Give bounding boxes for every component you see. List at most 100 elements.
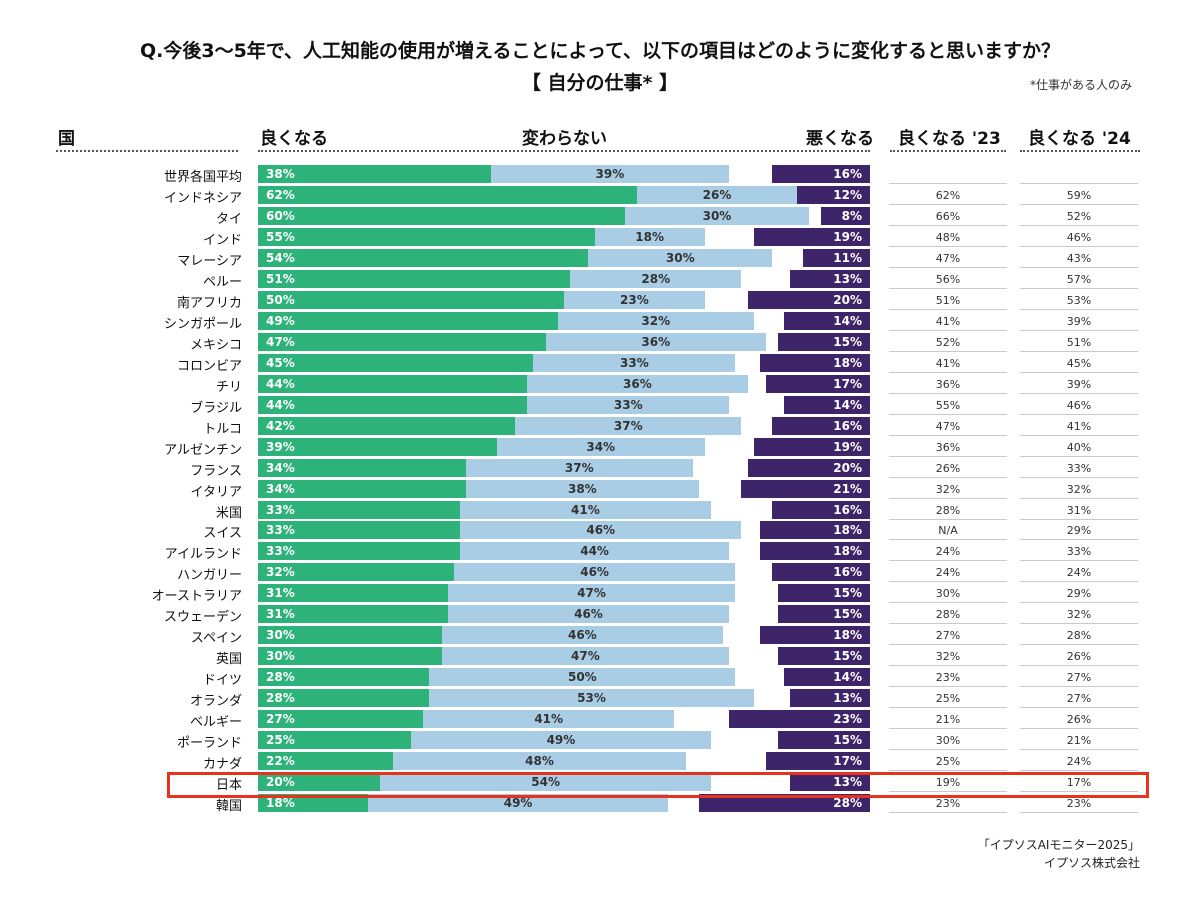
country-label: 南アフリカ bbox=[176, 295, 242, 311]
divider bbox=[258, 150, 870, 152]
better24-cell: 31% bbox=[1020, 499, 1138, 520]
bar-same bbox=[423, 710, 675, 729]
better24-cell: 57% bbox=[1020, 268, 1138, 289]
bar-worse bbox=[747, 290, 870, 309]
label-worse: 18% bbox=[833, 523, 862, 538]
better24-cell: 39% bbox=[1020, 373, 1138, 394]
better24-cell: 59% bbox=[1020, 184, 1138, 205]
bar-same bbox=[459, 500, 711, 519]
label-same: 37% bbox=[564, 460, 594, 475]
bar-same bbox=[368, 794, 669, 813]
label-same: 26% bbox=[702, 187, 732, 202]
bar-better bbox=[258, 794, 369, 813]
label-better: 22% bbox=[266, 754, 295, 769]
label-worse: 19% bbox=[833, 229, 862, 244]
label-same: 36% bbox=[641, 334, 671, 349]
bar-better bbox=[258, 584, 448, 603]
label-same: 49% bbox=[546, 733, 576, 748]
bar-worse bbox=[821, 206, 870, 225]
header-better: 良くなる bbox=[260, 129, 328, 149]
better23-cell: 55% bbox=[889, 394, 1007, 415]
label-worse: 14% bbox=[833, 313, 862, 328]
label-worse: 16% bbox=[833, 502, 862, 517]
bar-better bbox=[258, 647, 442, 666]
bar-worse bbox=[753, 227, 870, 246]
bar-worse bbox=[790, 269, 870, 288]
bar-same bbox=[453, 563, 736, 582]
label-worse: 16% bbox=[833, 167, 862, 181]
label-better: 34% bbox=[266, 481, 295, 496]
bar-better bbox=[258, 605, 448, 624]
label-better: 38% bbox=[266, 167, 295, 181]
country-label: アイルランド bbox=[164, 547, 242, 563]
label-same: 41% bbox=[571, 502, 600, 517]
label-same: 46% bbox=[580, 565, 609, 580]
label-better: 33% bbox=[266, 523, 295, 538]
label-better: 49% bbox=[266, 313, 295, 328]
label-same: 53% bbox=[577, 691, 606, 706]
bar-better bbox=[258, 521, 460, 540]
bar-worse bbox=[778, 605, 870, 624]
label-worse: 20% bbox=[833, 460, 862, 475]
bar-better bbox=[258, 668, 430, 687]
label-same: 46% bbox=[574, 607, 603, 622]
header-worse: 悪くなる bbox=[806, 129, 874, 149]
better23-cell: 25% bbox=[889, 750, 1007, 772]
better23-cell: 23% bbox=[889, 792, 1007, 814]
better23-cell: 30% bbox=[889, 729, 1007, 751]
better24-cell: 17% bbox=[1020, 771, 1138, 793]
header-better24: 良くなる '24 bbox=[1028, 129, 1131, 149]
bar-same bbox=[527, 395, 730, 414]
bar-better bbox=[258, 626, 442, 645]
bar-better bbox=[258, 185, 638, 204]
better23-cell: 30% bbox=[889, 582, 1007, 604]
label-same: 34% bbox=[586, 439, 616, 454]
better24-cell: 43% bbox=[1020, 247, 1138, 268]
better23-cell: 28% bbox=[889, 499, 1007, 520]
bar-better bbox=[258, 479, 467, 498]
better24-cell: 46% bbox=[1020, 394, 1138, 415]
label-better: 47% bbox=[266, 334, 295, 349]
label-worse: 15% bbox=[833, 733, 862, 748]
better24-cell: 39% bbox=[1020, 310, 1138, 331]
divider bbox=[1020, 150, 1140, 152]
label-same: 28% bbox=[641, 271, 671, 286]
better23-cell: 47% bbox=[889, 247, 1007, 268]
better23-cell: 32% bbox=[889, 645, 1007, 667]
label-better: 25% bbox=[266, 733, 295, 748]
country-label: シンガポール bbox=[163, 316, 242, 332]
country-label: 世界各国平均 bbox=[163, 170, 242, 185]
label-worse: 16% bbox=[833, 565, 862, 580]
label-worse: 14% bbox=[833, 670, 862, 685]
label-better: 33% bbox=[266, 544, 295, 559]
label-same: 48% bbox=[525, 754, 554, 769]
better24-cell: 40% bbox=[1020, 436, 1138, 457]
country-label: タイ bbox=[215, 211, 242, 227]
label-better: 42% bbox=[266, 418, 295, 433]
country-label: オーストラリア bbox=[151, 589, 242, 605]
label-worse: 15% bbox=[833, 607, 862, 622]
bar-better bbox=[258, 563, 454, 582]
label-better: 33% bbox=[266, 502, 295, 517]
better23-cell: 27% bbox=[889, 624, 1007, 646]
label-same: 44% bbox=[580, 544, 609, 559]
better24-cell: 27% bbox=[1020, 666, 1138, 688]
better24-cell: 41% bbox=[1020, 415, 1138, 436]
bar-worse bbox=[759, 521, 870, 540]
bar-better bbox=[258, 227, 595, 246]
label-worse: 13% bbox=[833, 691, 862, 706]
label-worse: 16% bbox=[833, 418, 862, 433]
better24-cell: 45% bbox=[1020, 352, 1138, 373]
label-better: 20% bbox=[266, 775, 295, 790]
better24-cell: 46% bbox=[1020, 226, 1138, 247]
better24-cell: 28% bbox=[1020, 624, 1138, 646]
bar-worse bbox=[784, 311, 870, 330]
label-better: 62% bbox=[266, 187, 295, 202]
label-same: 33% bbox=[620, 355, 649, 370]
label-better: 51% bbox=[266, 271, 295, 286]
better24-cell: 26% bbox=[1020, 708, 1138, 730]
better23-cell: 36% bbox=[889, 436, 1007, 457]
bar-better bbox=[258, 269, 571, 288]
label-worse: 19% bbox=[833, 439, 862, 454]
better24-cell: 53% bbox=[1020, 289, 1138, 310]
